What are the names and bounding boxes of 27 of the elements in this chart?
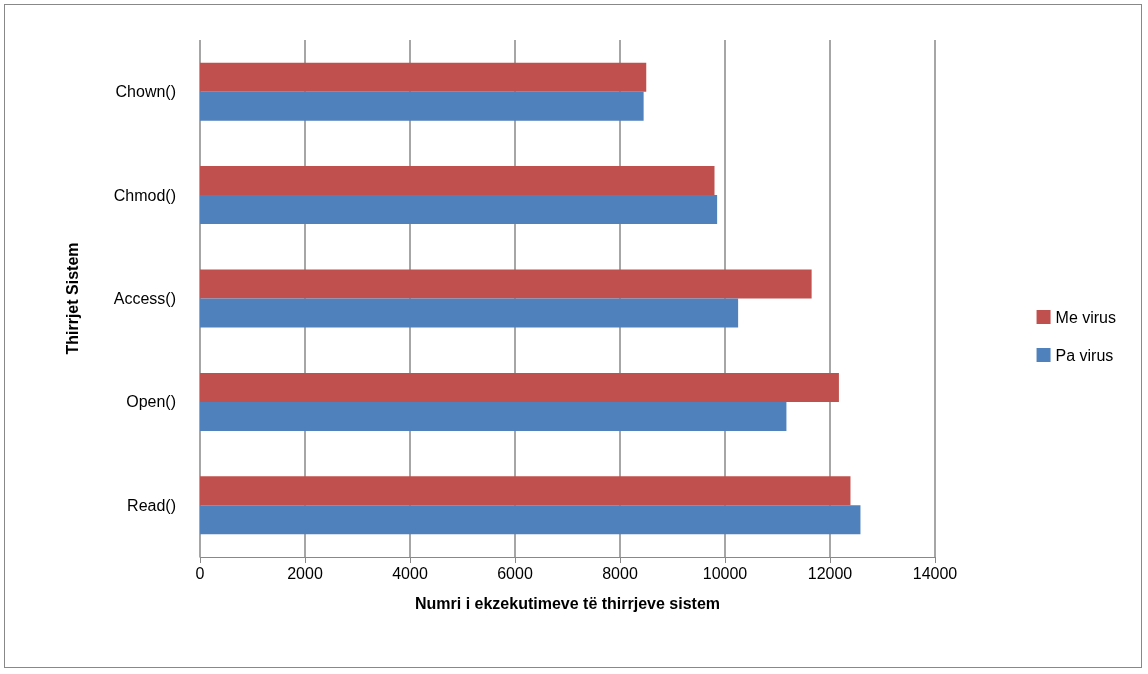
bar [200,476,851,506]
y-tick-label: Open() [126,393,176,411]
y-tick-label: Chown() [115,83,176,101]
bar [200,505,861,535]
x-tick-label: 12000 [807,564,853,582]
x-tick-label: 4000 [392,564,428,582]
bar [200,269,812,299]
bar [200,298,739,328]
x-tick-label: 0 [195,564,205,582]
x-tick-label: 8000 [602,564,638,582]
bar [200,195,718,225]
y-tick-label: Chmod() [113,186,176,204]
bar [200,166,715,196]
legend-label: Pa virus [1055,346,1114,364]
x-tick-label: 6000 [497,564,533,582]
bar [200,91,644,121]
bar [200,401,787,431]
y-tick-label: Access() [113,290,176,307]
y-tick-label: Read() [127,496,176,514]
x-tick-label: 10000 [702,564,748,582]
y-axis-title: Thirrjet Sistem [63,242,81,355]
x-axis-title: Numri i ekzekutimeve të thirrjeve sistem [414,594,721,612]
x-tick-label: 2000 [287,564,323,582]
bar [200,62,647,92]
x-tick-label: 14000 [912,564,958,582]
bar [200,372,839,402]
legend-label: Me virus [1055,308,1116,326]
